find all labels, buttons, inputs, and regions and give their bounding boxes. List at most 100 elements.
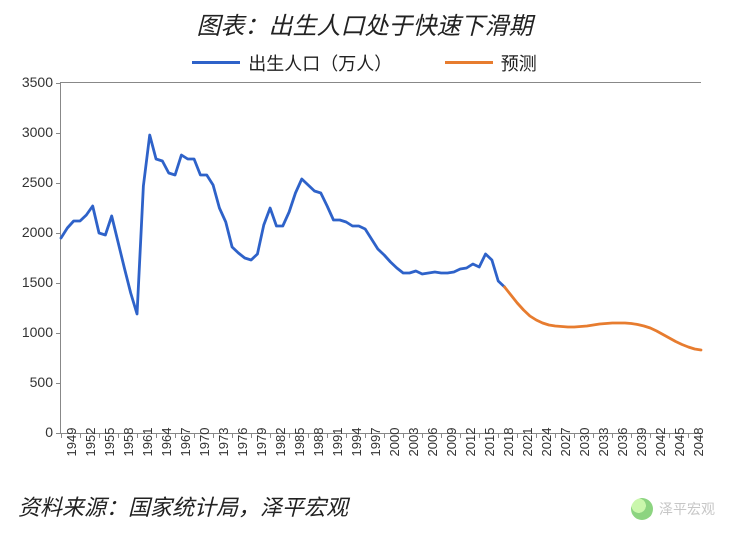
x-tick bbox=[631, 433, 632, 438]
x-tick-label: 1997 bbox=[368, 428, 383, 457]
x-tick bbox=[308, 433, 309, 438]
x-tick bbox=[422, 433, 423, 438]
y-tick-label: 1500 bbox=[5, 274, 53, 290]
y-tick bbox=[56, 233, 61, 234]
x-tick bbox=[403, 433, 404, 438]
x-tick-label: 2024 bbox=[539, 428, 554, 457]
x-tick-label: 1955 bbox=[102, 428, 117, 457]
x-tick bbox=[669, 433, 670, 438]
y-tick bbox=[56, 133, 61, 134]
x-tick-label: 1967 bbox=[178, 428, 193, 457]
x-tick bbox=[175, 433, 176, 438]
x-tick bbox=[384, 433, 385, 438]
y-tick bbox=[56, 333, 61, 334]
x-tick bbox=[99, 433, 100, 438]
x-tick bbox=[688, 433, 689, 438]
x-tick bbox=[61, 433, 62, 438]
y-tick-label: 500 bbox=[5, 374, 53, 390]
y-tick bbox=[56, 433, 61, 434]
x-tick-label: 2048 bbox=[691, 428, 706, 457]
x-tick bbox=[441, 433, 442, 438]
y-tick-label: 3000 bbox=[5, 124, 53, 140]
line-series-svg bbox=[61, 83, 701, 433]
chart-container: 图表：出生人口处于快速下滑期 出生人口（万人） 预测 资料来源：国家统计局，泽平… bbox=[0, 0, 729, 534]
y-tick bbox=[56, 383, 61, 384]
legend: 出生人口（万人） 预测 bbox=[0, 48, 729, 76]
x-tick-label: 2045 bbox=[672, 428, 687, 457]
legend-label-actual: 出生人口（万人） bbox=[248, 50, 392, 76]
x-tick-label: 1985 bbox=[292, 428, 307, 457]
x-tick bbox=[460, 433, 461, 438]
x-tick bbox=[498, 433, 499, 438]
x-tick-label: 1994 bbox=[349, 428, 364, 457]
x-tick bbox=[80, 433, 81, 438]
x-tick bbox=[213, 433, 214, 438]
x-tick-label: 1988 bbox=[311, 428, 326, 457]
x-tick bbox=[479, 433, 480, 438]
y-tick-label: 3500 bbox=[5, 74, 53, 90]
x-tick bbox=[536, 433, 537, 438]
x-tick bbox=[327, 433, 328, 438]
x-tick-label: 2018 bbox=[501, 428, 516, 457]
x-tick bbox=[232, 433, 233, 438]
x-tick-label: 2033 bbox=[596, 428, 611, 457]
legend-swatch-forecast bbox=[445, 61, 493, 64]
x-tick-label: 1976 bbox=[235, 428, 250, 457]
y-tick-label: 0 bbox=[5, 424, 53, 440]
watermark-text: 泽平宏观 bbox=[659, 499, 715, 519]
x-tick-label: 1961 bbox=[140, 428, 155, 457]
x-tick-label: 2003 bbox=[406, 428, 421, 457]
x-tick bbox=[289, 433, 290, 438]
legend-item-actual: 出生人口（万人） bbox=[192, 50, 392, 76]
x-tick-label: 2006 bbox=[425, 428, 440, 457]
y-tick bbox=[56, 83, 61, 84]
x-tick bbox=[251, 433, 252, 438]
x-tick-label: 2027 bbox=[558, 428, 573, 457]
plot-area bbox=[60, 82, 701, 433]
x-tick-label: 2021 bbox=[520, 428, 535, 457]
series-actual-line bbox=[61, 135, 505, 314]
y-tick-label: 2000 bbox=[5, 224, 53, 240]
x-tick-label: 1958 bbox=[121, 428, 136, 457]
x-tick-label: 1982 bbox=[273, 428, 288, 457]
series-forecast-line bbox=[505, 287, 701, 350]
watermark: 泽平宏观 bbox=[631, 498, 715, 520]
legend-label-forecast: 预测 bbox=[501, 50, 537, 76]
x-tick bbox=[574, 433, 575, 438]
x-tick bbox=[270, 433, 271, 438]
chart-title: 图表：出生人口处于快速下滑期 bbox=[0, 6, 729, 41]
x-tick-label: 2042 bbox=[653, 428, 668, 457]
x-tick bbox=[137, 433, 138, 438]
y-tick bbox=[56, 283, 61, 284]
y-tick bbox=[56, 183, 61, 184]
y-tick-label: 2500 bbox=[5, 174, 53, 190]
legend-swatch-actual bbox=[192, 61, 240, 64]
x-tick-label: 1973 bbox=[216, 428, 231, 457]
x-tick-label: 1970 bbox=[197, 428, 212, 457]
x-tick-label: 1949 bbox=[64, 428, 79, 457]
x-tick-label: 1991 bbox=[330, 428, 345, 457]
x-tick-label: 2012 bbox=[463, 428, 478, 457]
x-tick-label: 1952 bbox=[83, 428, 98, 457]
source-text: 资料来源：国家统计局，泽平宏观 bbox=[18, 490, 348, 522]
x-tick bbox=[156, 433, 157, 438]
x-tick bbox=[118, 433, 119, 438]
x-tick bbox=[365, 433, 366, 438]
x-tick bbox=[612, 433, 613, 438]
x-tick bbox=[555, 433, 556, 438]
x-tick-label: 2039 bbox=[634, 428, 649, 457]
x-tick bbox=[517, 433, 518, 438]
x-tick-label: 2000 bbox=[387, 428, 402, 457]
x-tick-label: 1964 bbox=[159, 428, 174, 457]
x-tick bbox=[346, 433, 347, 438]
x-tick-label: 2015 bbox=[482, 428, 497, 457]
x-tick-label: 1979 bbox=[254, 428, 269, 457]
wechat-icon bbox=[631, 498, 653, 520]
x-tick bbox=[194, 433, 195, 438]
y-tick-label: 1000 bbox=[5, 324, 53, 340]
x-tick bbox=[593, 433, 594, 438]
x-tick-label: 2036 bbox=[615, 428, 630, 457]
x-tick bbox=[650, 433, 651, 438]
x-tick-label: 2030 bbox=[577, 428, 592, 457]
x-tick-label: 2009 bbox=[444, 428, 459, 457]
